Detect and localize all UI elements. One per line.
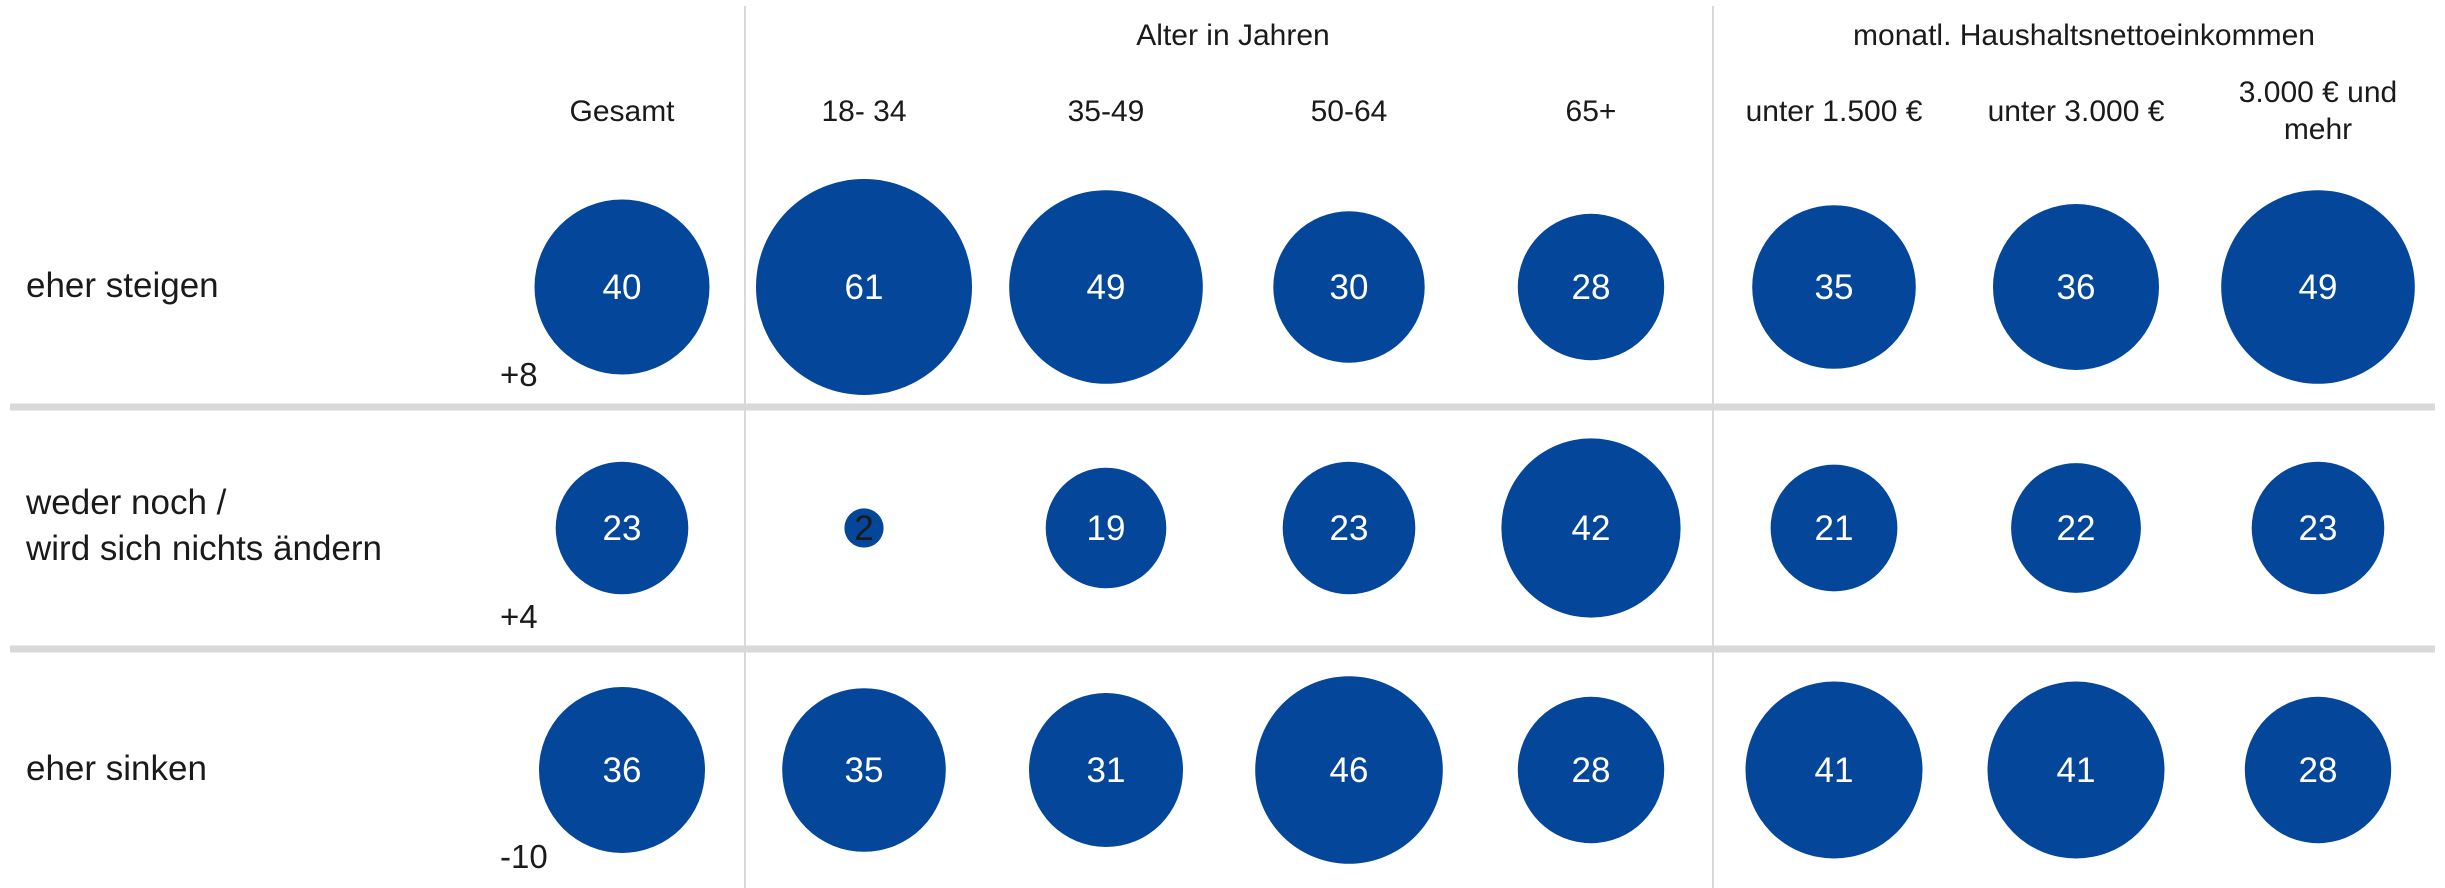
row-delta: +8 [500,356,538,393]
bubble [1029,693,1183,847]
bubble [1993,204,2159,370]
bubble [2221,190,2415,384]
bubble-value: 41 [2057,751,2096,790]
bubble [539,687,705,853]
bubble-value: 21 [1815,509,1854,548]
group-header-income: monatl. Haushaltsnettoeinkommen [1853,19,2315,52]
column-header: 65+ [1566,95,1617,128]
bubble-value: 35 [845,751,884,790]
bubble-value: 31 [1087,751,1126,790]
row-delta: -10 [500,838,548,875]
bubble-value: 28 [1572,751,1611,790]
bubble [1273,211,1425,363]
bubble-value: 28 [1572,268,1611,307]
bubble [1517,213,1665,361]
row-label: weder noch / [25,483,227,522]
bubble-value: 49 [1087,268,1126,307]
column-header: 18- 34 [821,95,906,128]
bubble [1770,464,1898,592]
bubble [2011,463,2141,593]
bubble-value: 42 [1572,509,1611,548]
column-header: unter 1.500 € [1746,95,1923,128]
bubble-value: 61 [845,268,884,307]
bubble-value: 35 [1815,268,1854,307]
bubble [1255,676,1443,864]
column-header: 35-49 [1068,95,1145,128]
bubble-value: 28 [2299,751,2338,790]
column-header: 3.000 € und [2239,76,2397,109]
bubble [555,461,689,595]
bubble [844,508,884,548]
bubble-value: 23 [2299,509,2338,548]
bubble [2251,461,2385,595]
bubble [1009,190,1203,384]
column-header: mehr [2284,113,2352,146]
group-header-age: Alter in Jahren [1136,19,1329,52]
column-header: Gesamt [569,95,675,128]
bubble-value: 41 [1815,751,1854,790]
bubble-value: 2 [854,509,873,548]
bubble [1987,681,2165,859]
bubble-value: 36 [603,751,642,790]
bubble [1045,467,1167,589]
bubble-value: 19 [1087,509,1126,548]
bubble-value: 49 [2299,268,2338,307]
bubble [1282,461,1416,595]
column-header: 50-64 [1311,95,1388,128]
bubble [534,199,710,375]
bubble [782,688,946,852]
bubble [1752,205,1916,369]
bubble [1501,438,1681,618]
row-label: eher steigen [26,266,219,305]
bubble-value: 46 [1330,751,1369,790]
bubble-value: 22 [2057,509,2096,548]
row-delta: +4 [500,598,538,635]
bubble-value: 30 [1330,268,1369,307]
bubble-value: 23 [1330,509,1369,548]
row-label: wird sich nichts ändern [25,529,382,568]
column-header: unter 3.000 € [1988,95,2165,128]
bubble [756,179,972,395]
bubble-value: 36 [2057,268,2096,307]
bubble [1745,681,1923,859]
bubble-value: 23 [603,509,642,548]
row-label: eher sinken [26,749,207,788]
bubble-value: 40 [603,268,642,307]
bubble [1517,696,1665,844]
bubble [2244,696,2392,844]
